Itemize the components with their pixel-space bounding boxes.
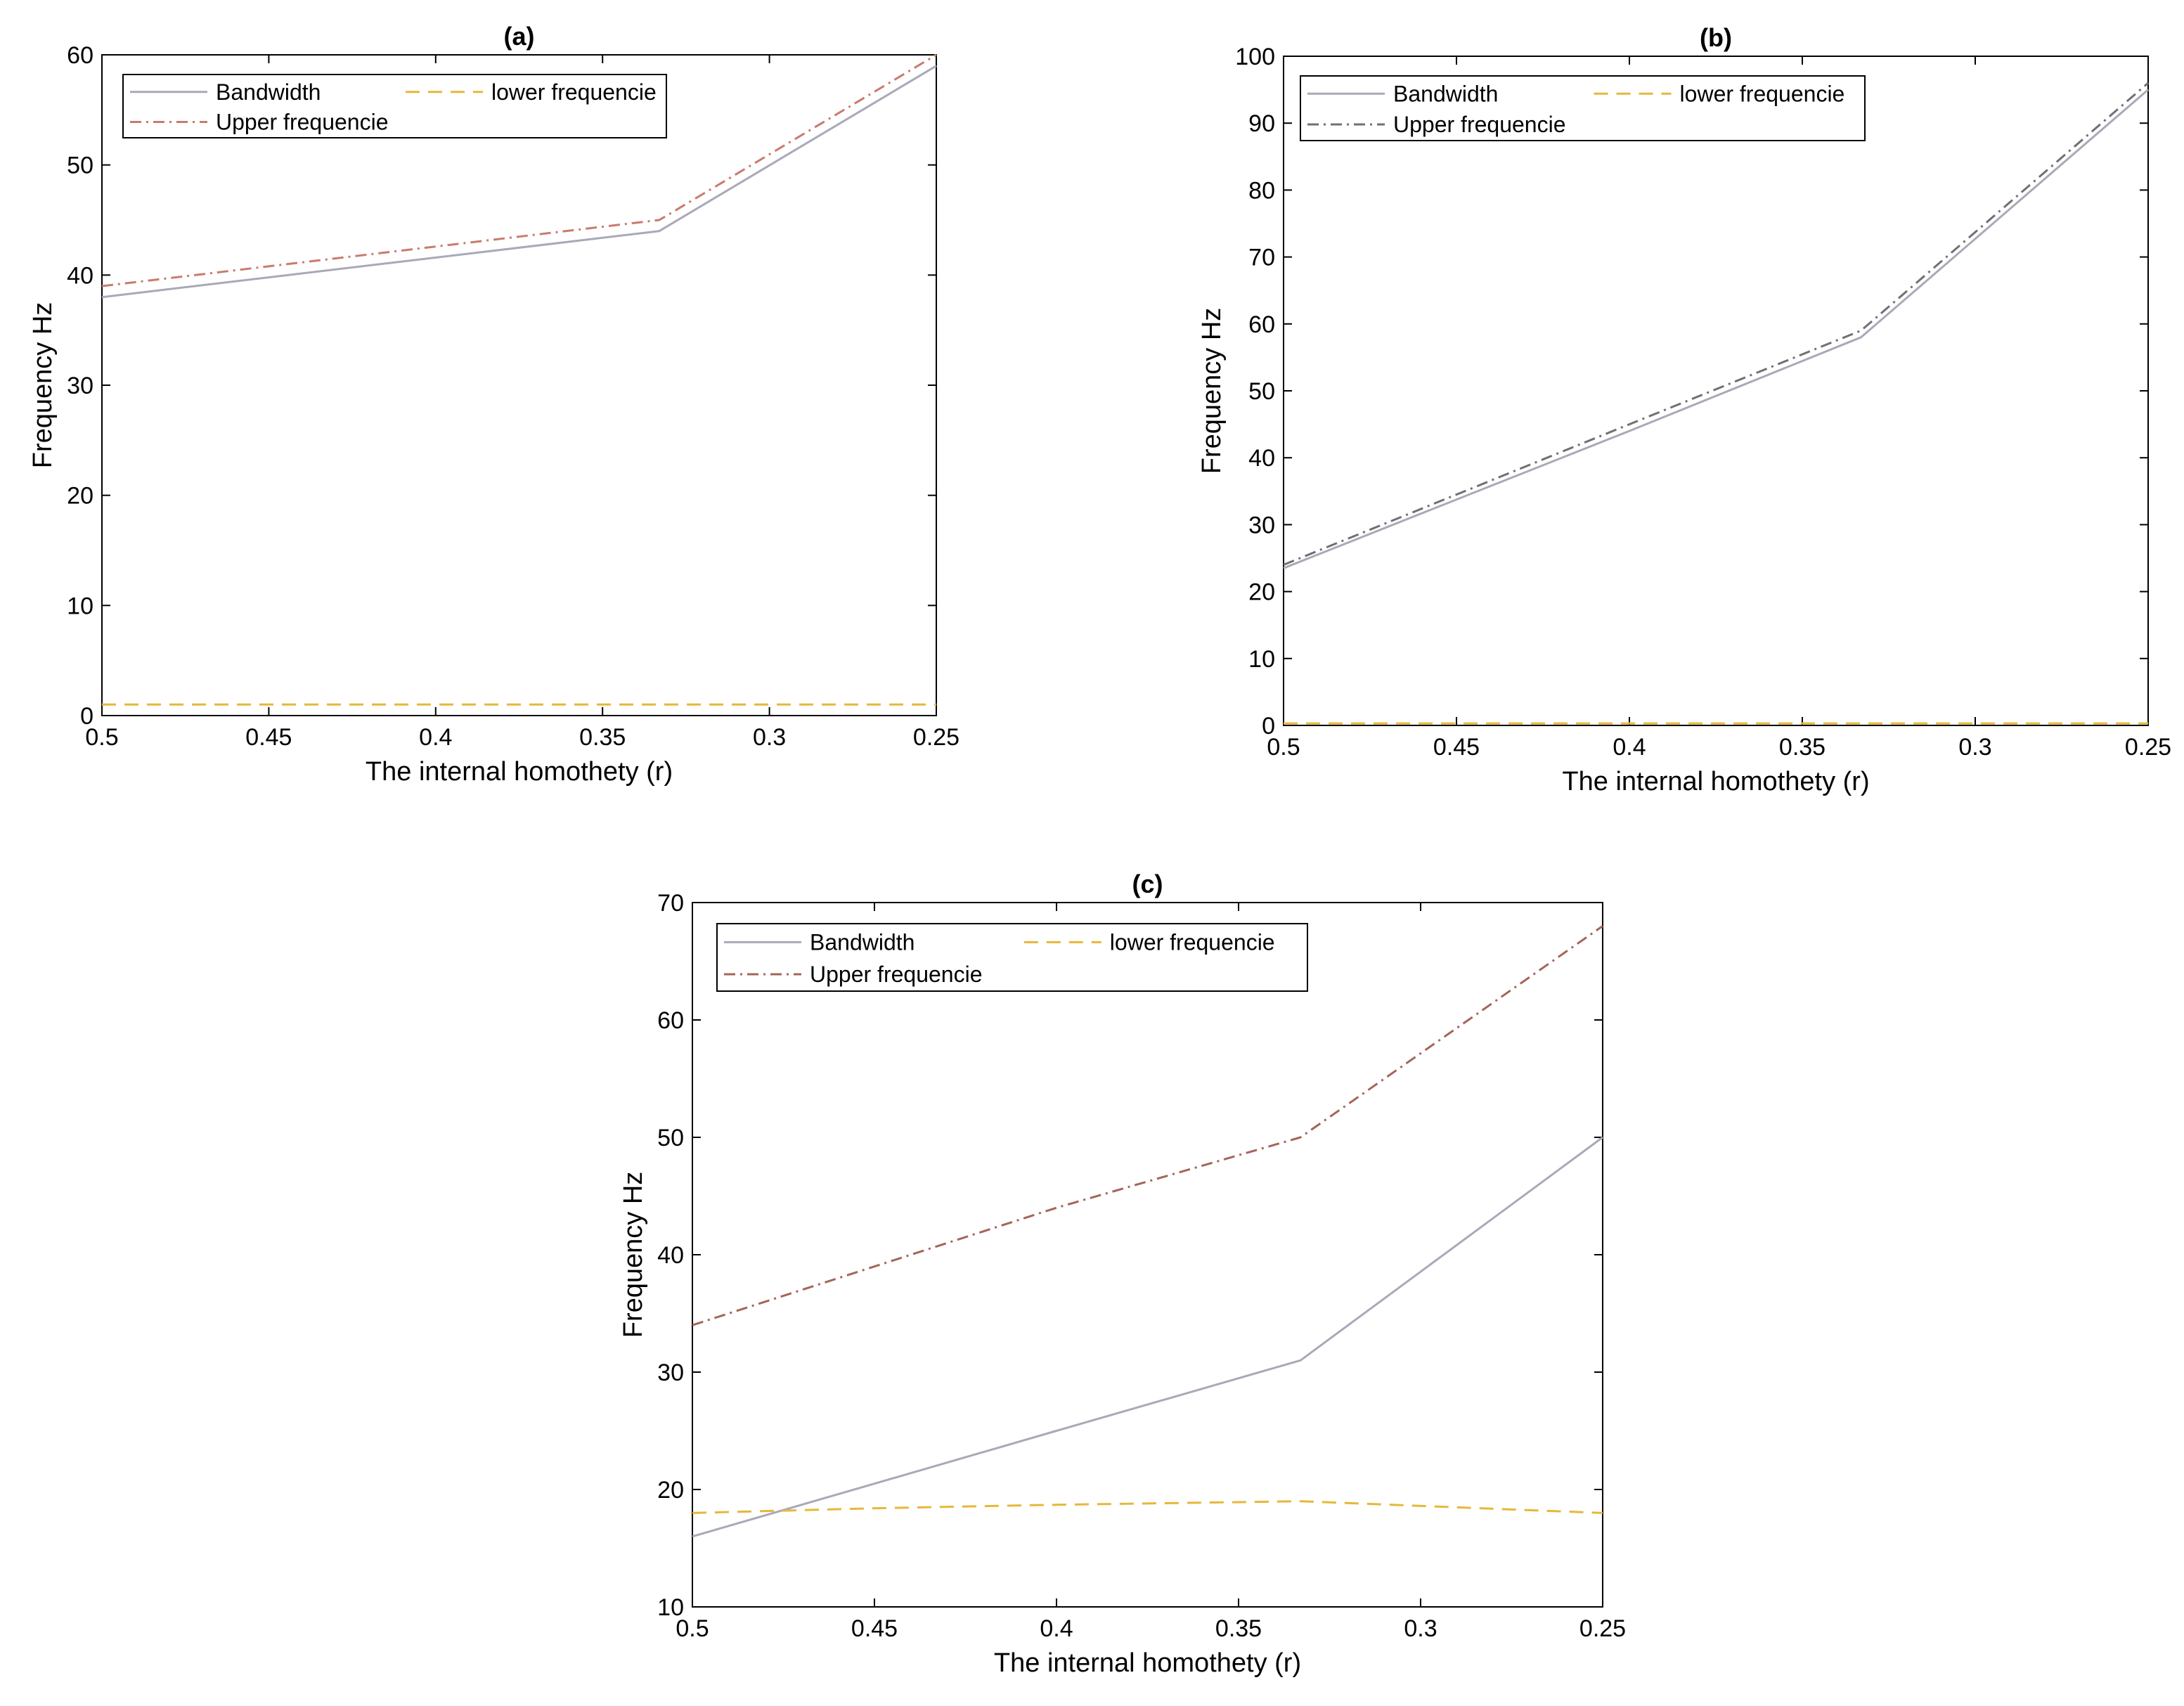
legend-label-a: Upper frequencie	[216, 110, 388, 135]
y-tick-label-a: 0	[80, 703, 93, 730]
legend-b: Bandwidth lower frequencie Upper frequenci…	[1300, 75, 1866, 141]
y-tick-label-c: 30	[657, 1359, 684, 1386]
legend-label-c: lower frequencie	[1110, 929, 1275, 955]
chart-title-a: (a)	[504, 22, 535, 51]
x-tick-label-b: 0.35	[1779, 734, 1826, 761]
x-tick-label-a: 0.5	[85, 724, 118, 751]
y-axis-label-a: Frequency Hz	[28, 302, 58, 469]
x-tick-label-b: 0.5	[1267, 734, 1300, 761]
series-line-bandwidth-a	[101, 65, 937, 299]
y-tick-label-c: 50	[657, 1125, 684, 1151]
x-axis-label-a: The internal homothety (r)	[366, 757, 673, 787]
y-tick-label-c: 10	[657, 1594, 684, 1621]
plot-area-b	[1283, 56, 2149, 726]
legend-label-a: lower frequencie	[491, 79, 657, 105]
series-line-upper-frequencie-c	[692, 925, 1603, 1326]
legend-c: Bandwidth lower frequencie Upper frequenci…	[716, 923, 1308, 992]
series-line-bandwidth-b	[1283, 89, 2149, 569]
x-tick-label-a: 0.45	[245, 724, 292, 751]
chart-panel-a: (a) 0.5 0.45 0.4 0.35 0.3 0.25 0 10 20 30 40 50 60 The…	[28, 22, 959, 787]
y-axis-label-c: Frequency Hz	[619, 1172, 648, 1338]
x-tick-label-c: 0.35	[1215, 1615, 1262, 1642]
y-tick-label-b: 30	[1248, 512, 1275, 538]
x-tick-label-b: 0.3	[1958, 734, 1991, 761]
y-tick-label-a: 30	[67, 373, 93, 399]
y-tick-label-a: 60	[67, 42, 93, 69]
y-tick-label-a: 20	[67, 483, 93, 510]
y-tick-label-b: 70	[1248, 245, 1275, 271]
legend-label-c: Bandwidth	[810, 929, 915, 955]
x-tick-label-c: 0.45	[851, 1615, 898, 1642]
x-tick-label-c: 0.4	[1040, 1615, 1073, 1642]
y-tick-label-b: 0	[1262, 713, 1275, 739]
y-tick-label-b: 90	[1248, 110, 1275, 137]
y-tick-label-c: 20	[657, 1477, 684, 1504]
y-tick-label-b: 10	[1248, 646, 1275, 673]
legend-label-b: Upper frequencie	[1393, 112, 1565, 137]
chart-title-c: (c)	[1132, 870, 1163, 898]
series-line-lower-frequencie-c	[692, 1500, 1603, 1514]
x-tick-label-b: 0.4	[1613, 734, 1646, 761]
x-tick-label-c: 0.5	[676, 1615, 709, 1642]
x-tick-label-b: 0.45	[1433, 734, 1480, 761]
x-axis-label-b: The internal homothety (r)	[1562, 767, 1869, 796]
y-tick-label-b: 20	[1248, 579, 1275, 606]
x-tick-label-a: 0.25	[913, 724, 959, 751]
legend-box-c	[716, 923, 1308, 992]
series-line-upper-frequencie-a	[101, 53, 937, 287]
y-tick-label-a: 10	[67, 593, 93, 619]
x-tick-label-c: 0.3	[1404, 1615, 1437, 1642]
series-line-bandwidth-c	[692, 1136, 1603, 1538]
y-tick-label-b: 50	[1248, 378, 1275, 405]
plot-area-a	[101, 54, 937, 716]
y-tick-label-c: 60	[657, 1007, 684, 1034]
plot-area-c	[692, 902, 1603, 1608]
y-tick-label-a: 40	[67, 262, 93, 289]
x-axis-label-c: The internal homothety (r)	[994, 1648, 1301, 1678]
y-axis-label-b: Frequency Hz	[1197, 308, 1227, 474]
chart-panel-b: (b) 0.5 0.45 0.4 0.35 0.3 0.25 0 10 20 30 40 50 60 70 8…	[1197, 23, 2171, 796]
legend-label-c: Upper frequencie	[810, 962, 982, 987]
x-tick-label-c: 0.25	[1579, 1615, 1626, 1642]
y-tick-label-b: 40	[1248, 445, 1275, 472]
y-tick-label-b: 60	[1248, 311, 1275, 338]
y-tick-label-c: 40	[657, 1242, 684, 1269]
legend-box-b	[1300, 75, 1866, 141]
y-tick-label-c: 70	[657, 890, 684, 917]
legend-box-a	[122, 74, 667, 138]
legend-label-b: lower frequencie	[1680, 81, 1845, 106]
x-tick-label-a: 0.4	[419, 724, 452, 751]
y-tick-label-a: 50	[67, 153, 93, 179]
legend-label-a: Bandwidth	[216, 79, 321, 105]
x-tick-label-a: 0.35	[579, 724, 626, 751]
legend-a: Bandwidth lower frequencie Upper frequenci…	[122, 74, 667, 138]
chart-panel-c: (c) 0.5 0.45 0.4 0.35 0.3 0.25 10 20 30 40 50 60 70 Th…	[619, 870, 1626, 1678]
y-tick-label-b: 80	[1248, 177, 1275, 204]
chart-title-b: (b)	[1700, 23, 1732, 52]
series-line-upper-frequencie-b	[1283, 82, 2149, 566]
y-tick-label-b: 100	[1235, 44, 1275, 70]
x-tick-label-a: 0.3	[753, 724, 786, 751]
x-tick-label-b: 0.25	[2125, 734, 2171, 761]
legend-label-b: Bandwidth	[1393, 81, 1498, 106]
